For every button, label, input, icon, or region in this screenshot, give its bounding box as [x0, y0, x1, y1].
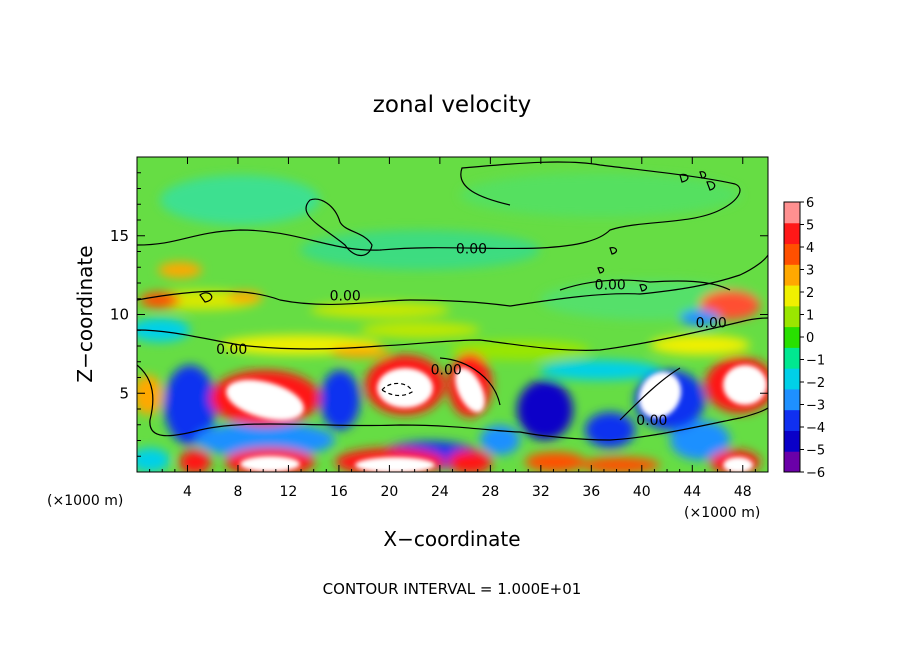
colorbar-segment: [784, 347, 800, 369]
velocity-extremes: [226, 365, 767, 472]
colorbar-tick-label: 6: [806, 196, 814, 211]
contour-label: 0.00: [595, 278, 626, 294]
contour-labels: 0.00 0.00 0.00 0.00 0.00 0.00 0.00: [216, 241, 727, 429]
contour-label: 0.00: [431, 363, 462, 379]
x-tick-label: 24: [431, 484, 449, 500]
y-axis-label: Z−coordinate: [73, 245, 97, 382]
contour-label: 0.00: [696, 315, 727, 331]
colorbar-segment: [784, 430, 800, 452]
colorbar-segment: [784, 264, 800, 286]
colorbar-tick-label: −4: [806, 421, 825, 436]
colorbar-tick-label: 5: [806, 219, 814, 234]
x-tick-label: 8: [233, 484, 242, 500]
colorbar-segment: [784, 222, 800, 245]
colorbar-segment: [784, 388, 800, 411]
plot-area: 0.00 0.00 0.00 0.00 0.00 0.00 0.00: [137, 157, 768, 472]
y-axis-ticks: 5 10 15: [110, 172, 768, 457]
colorbar-tick-label: −3: [806, 399, 825, 414]
x-tick-label: 16: [330, 484, 348, 500]
colorbar-segment: [784, 451, 800, 473]
x-tick-label: 20: [380, 484, 398, 500]
y-tick-label: 10: [110, 306, 129, 324]
contour-label: 0.00: [636, 413, 667, 429]
x-tick-label: 36: [582, 484, 600, 500]
x-axis-ticks: 4 8 12 16 20 24 28 32 36 40 44 48: [149, 157, 756, 500]
x-unit-left: (×1000 m): [47, 493, 123, 509]
colorbar: 6 5 4 3 2 1 0 −1 −2 −3 −4 −5 −6: [783, 196, 825, 481]
colorbar-segment: [784, 305, 800, 328]
contour-label: 0.00: [330, 289, 361, 305]
contour-label: 0.00: [216, 342, 247, 358]
contour-label: 0.00: [456, 241, 487, 257]
colorbar-tick-label: −5: [806, 444, 825, 459]
y-tick-label: 15: [110, 227, 129, 245]
x-tick-label: 48: [734, 484, 752, 500]
colorbar-tick-label: −1: [806, 354, 825, 369]
x-tick-label: 28: [481, 484, 499, 500]
velocity-field: [137, 173, 768, 472]
colorbar-tick-label: 4: [806, 241, 814, 256]
colorbar-segment: [784, 202, 800, 224]
colorbar-segment: [784, 409, 800, 431]
colorbar-tick-label: 0: [806, 331, 814, 346]
zero-contours: [137, 161, 768, 441]
colorbar-tick-label: 1: [806, 309, 814, 324]
x-tick-label: 12: [280, 484, 298, 500]
colorbar-tick-label: 3: [806, 264, 814, 279]
colorbar-segment: [784, 326, 800, 348]
x-unit-right: (×1000 m): [684, 505, 760, 521]
colorbar-segment: [784, 243, 800, 265]
contour-interval-note: CONTOUR INTERVAL = 1.000E+01: [323, 580, 582, 598]
x-tick-label: 44: [683, 484, 701, 500]
x-tick-label: 4: [183, 484, 192, 500]
x-tick-label: 32: [532, 484, 550, 500]
chart-title: zonal velocity: [373, 92, 531, 118]
colorbar-segment: [784, 368, 800, 390]
x-axis-label: X−coordinate: [383, 527, 520, 551]
colorbar-tick-label: −2: [806, 376, 825, 391]
colorbar-tick-label: 2: [806, 286, 814, 301]
x-tick-label: 40: [633, 484, 651, 500]
colorbar-segment: [784, 285, 800, 307]
colorbar-tick-label: −6: [806, 466, 825, 481]
y-tick-label: 5: [119, 384, 129, 402]
